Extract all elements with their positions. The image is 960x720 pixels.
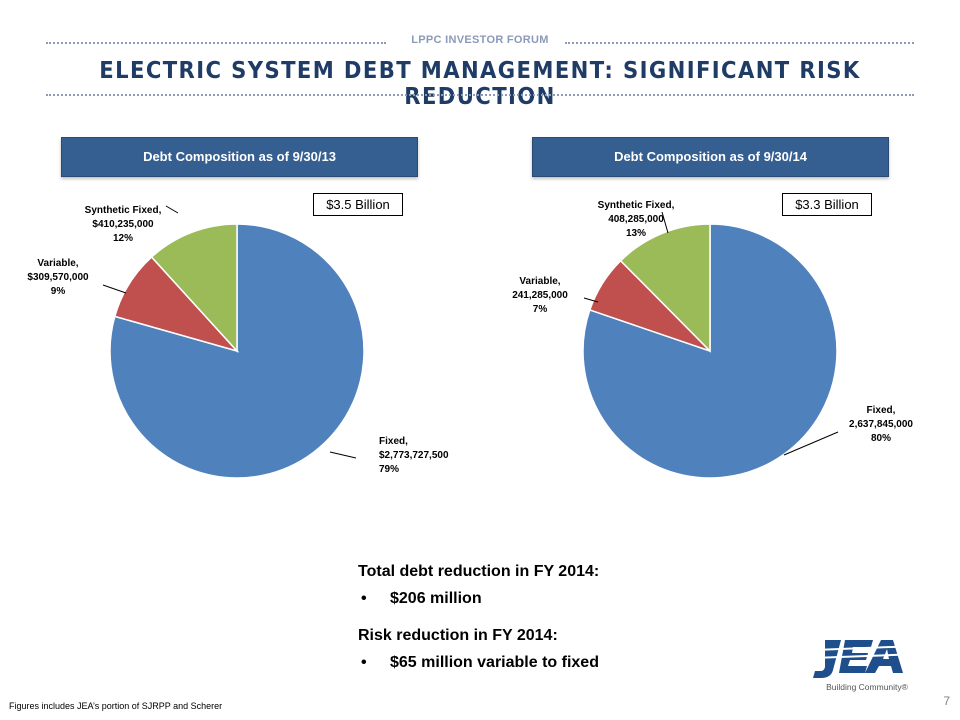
risk-reduction-heading: Risk reduction in FY 2014: [358,627,558,644]
jea-logo: Building Community® [812,640,920,692]
leader-line-synthetic-fixed [661,211,669,234]
slice-label-synthetic-fixed: Synthetic Fixed, $410,235,000 12% [85,205,162,244]
slice-label-fixed: Fixed, 2,637,845,000 80% [849,405,913,444]
pie-slice-synthetic-fixed [619,223,711,353]
leader-line-variable [102,284,127,294]
page-number: 7 [943,694,950,708]
total-box-2014: $3.3 Billion [782,193,872,216]
leader-line-synthetic-fixed [165,205,179,214]
header-rule-right [565,42,914,44]
slide-title: ELECTRIC SYSTEM DEBT MANAGEMENT: SIGNIFI… [99,58,861,110]
risk-reduction-bullet: $65 million variable to fixed [358,654,599,672]
header-rule-left [46,42,386,44]
debt-reduction-bullet: $206 million [358,590,599,608]
panel-header-2014: Debt Composition as of 9/30/14 [532,137,889,177]
pie-chart-2014: Fixed, 2,637,845,000 80% Variable, 241,285,0… [512,200,913,479]
pie-chart-2013: Fixed, $2,773,727,500 79% Variable, $309,570… [27,205,449,479]
title-rule [46,94,914,96]
leader-line-fixed [329,451,357,459]
summary-block: Total debt reduction in FY 2014: $206 mi… [358,563,599,672]
panel-header-2013: Debt Composition as of 9/30/13 [61,137,418,177]
leader-line-fixed [783,431,839,456]
slice-label-synthetic-fixed: Synthetic Fixed, 408,285,000 13% [598,200,675,239]
jea-wordmark-icon [812,640,920,678]
slice-label-fixed: Fixed, $2,773,727,500 79% [379,436,449,475]
forum-label: LPPC INVESTOR FORUM [411,34,549,46]
debt-reduction-heading: Total debt reduction in FY 2014: [358,563,600,580]
slice-label-variable: Variable, $309,570,000 9% [27,258,89,297]
footnote: Figures includes JEA’s portion of SJRPP … [9,701,223,711]
pie-slice-synthetic-fixed [150,223,238,353]
leader-line-variable [583,297,599,303]
slice-label-variable: Variable, 241,285,000 7% [512,276,568,315]
logo-tagline: Building Community® [826,682,909,692]
total-box-2013: $3.5 Billion [313,193,403,216]
